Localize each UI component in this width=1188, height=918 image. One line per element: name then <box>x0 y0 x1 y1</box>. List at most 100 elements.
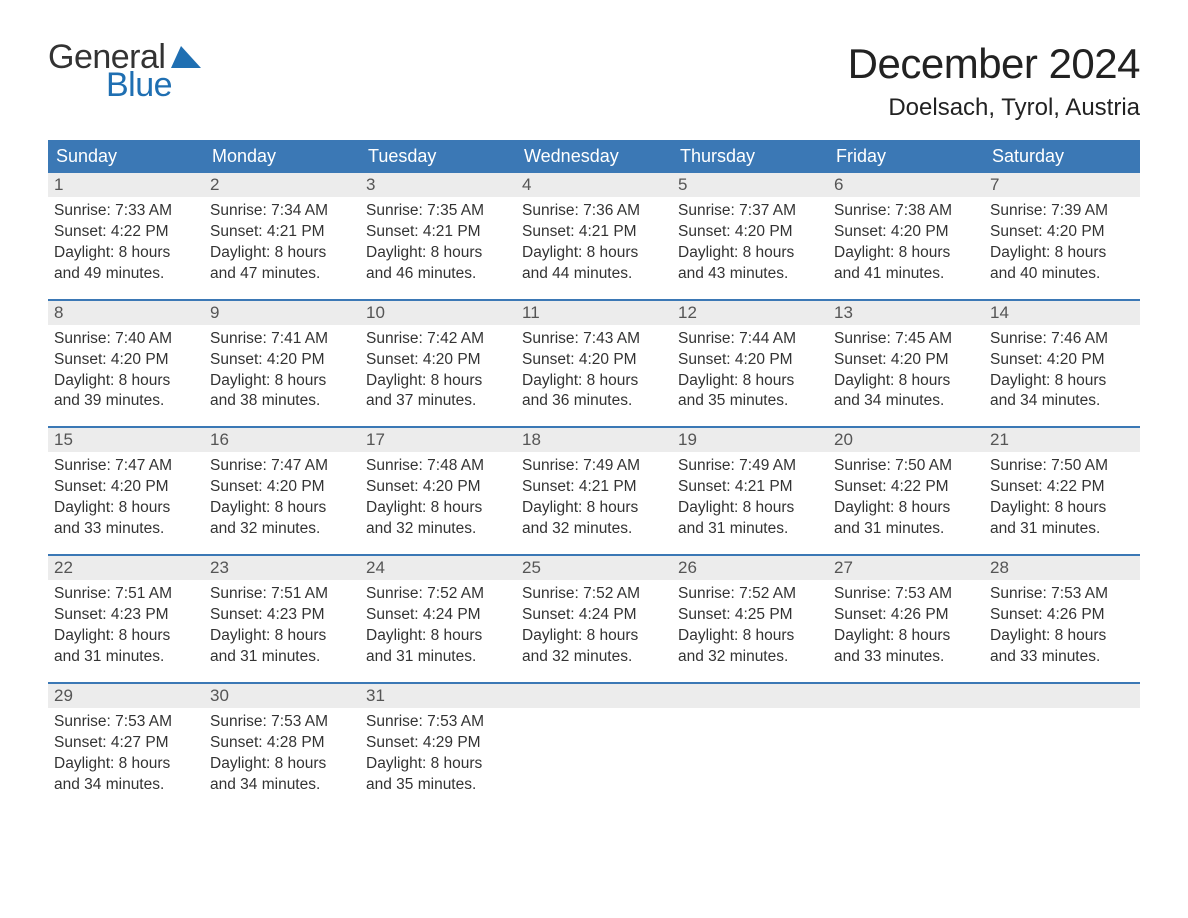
day-number: 27 <box>828 556 984 580</box>
day-sunrise: Sunrise: 7:47 AM <box>54 456 198 477</box>
day-cell: 2Sunrise: 7:34 AMSunset: 4:21 PMDaylight… <box>204 173 360 285</box>
day-cell: 1Sunrise: 7:33 AMSunset: 4:22 PMDaylight… <box>48 173 204 285</box>
day-sunset: Sunset: 4:27 PM <box>54 733 198 754</box>
day-sunset: Sunset: 4:21 PM <box>522 222 666 243</box>
day-day1: Daylight: 8 hours <box>834 626 978 647</box>
day-body: Sunrise: 7:35 AMSunset: 4:21 PMDaylight:… <box>360 197 516 285</box>
day-day1: Daylight: 8 hours <box>210 626 354 647</box>
day-cell: 15Sunrise: 7:47 AMSunset: 4:20 PMDayligh… <box>48 428 204 540</box>
day-number: 22 <box>48 556 204 580</box>
day-sunset: Sunset: 4:21 PM <box>522 477 666 498</box>
day-number: 17 <box>360 428 516 452</box>
day-sunrise: Sunrise: 7:52 AM <box>678 584 822 605</box>
day-sunrise: Sunrise: 7:33 AM <box>54 201 198 222</box>
day-day2: and 31 minutes. <box>834 519 978 540</box>
day-number: 3 <box>360 173 516 197</box>
day-day1: Daylight: 8 hours <box>990 626 1134 647</box>
day-sunrise: Sunrise: 7:46 AM <box>990 329 1134 350</box>
empty-day-number <box>516 684 672 708</box>
day-cell <box>984 684 1140 796</box>
day-sunrise: Sunrise: 7:42 AM <box>366 329 510 350</box>
day-sunset: Sunset: 4:29 PM <box>366 733 510 754</box>
day-cell: 29Sunrise: 7:53 AMSunset: 4:27 PMDayligh… <box>48 684 204 796</box>
day-body: Sunrise: 7:33 AMSunset: 4:22 PMDaylight:… <box>48 197 204 285</box>
day-cell <box>828 684 984 796</box>
day-sunrise: Sunrise: 7:53 AM <box>210 712 354 733</box>
day-day2: and 34 minutes. <box>990 391 1134 412</box>
day-body: Sunrise: 7:38 AMSunset: 4:20 PMDaylight:… <box>828 197 984 285</box>
day-day1: Daylight: 8 hours <box>678 243 822 264</box>
day-sunrise: Sunrise: 7:53 AM <box>834 584 978 605</box>
day-sunset: Sunset: 4:22 PM <box>54 222 198 243</box>
weekday-header: Thursday <box>672 140 828 173</box>
day-day1: Daylight: 8 hours <box>366 626 510 647</box>
day-number: 8 <box>48 301 204 325</box>
day-number: 1 <box>48 173 204 197</box>
day-cell: 30Sunrise: 7:53 AMSunset: 4:28 PMDayligh… <box>204 684 360 796</box>
day-cell: 11Sunrise: 7:43 AMSunset: 4:20 PMDayligh… <box>516 301 672 413</box>
day-cell: 21Sunrise: 7:50 AMSunset: 4:22 PMDayligh… <box>984 428 1140 540</box>
week-row: 29Sunrise: 7:53 AMSunset: 4:27 PMDayligh… <box>48 682 1140 796</box>
day-day2: and 47 minutes. <box>210 264 354 285</box>
day-sunrise: Sunrise: 7:40 AM <box>54 329 198 350</box>
day-body: Sunrise: 7:47 AMSunset: 4:20 PMDaylight:… <box>204 452 360 540</box>
day-sunset: Sunset: 4:20 PM <box>834 222 978 243</box>
day-sunrise: Sunrise: 7:38 AM <box>834 201 978 222</box>
day-body: Sunrise: 7:41 AMSunset: 4:20 PMDaylight:… <box>204 325 360 413</box>
day-number: 12 <box>672 301 828 325</box>
day-sunset: Sunset: 4:20 PM <box>678 350 822 371</box>
week-row: 15Sunrise: 7:47 AMSunset: 4:20 PMDayligh… <box>48 426 1140 540</box>
day-sunrise: Sunrise: 7:36 AM <box>522 201 666 222</box>
day-sunrise: Sunrise: 7:51 AM <box>54 584 198 605</box>
day-cell: 19Sunrise: 7:49 AMSunset: 4:21 PMDayligh… <box>672 428 828 540</box>
day-number: 14 <box>984 301 1140 325</box>
day-day2: and 44 minutes. <box>522 264 666 285</box>
day-day2: and 41 minutes. <box>834 264 978 285</box>
day-sunset: Sunset: 4:24 PM <box>366 605 510 626</box>
day-day2: and 32 minutes. <box>522 647 666 668</box>
day-sunrise: Sunrise: 7:47 AM <box>210 456 354 477</box>
day-sunrise: Sunrise: 7:53 AM <box>54 712 198 733</box>
day-cell: 12Sunrise: 7:44 AMSunset: 4:20 PMDayligh… <box>672 301 828 413</box>
day-body: Sunrise: 7:44 AMSunset: 4:20 PMDaylight:… <box>672 325 828 413</box>
day-day2: and 35 minutes. <box>366 775 510 796</box>
day-body: Sunrise: 7:36 AMSunset: 4:21 PMDaylight:… <box>516 197 672 285</box>
day-sunset: Sunset: 4:24 PM <box>522 605 666 626</box>
day-body: Sunrise: 7:53 AMSunset: 4:28 PMDaylight:… <box>204 708 360 796</box>
day-body: Sunrise: 7:50 AMSunset: 4:22 PMDaylight:… <box>984 452 1140 540</box>
day-sunset: Sunset: 4:21 PM <box>678 477 822 498</box>
day-day1: Daylight: 8 hours <box>210 371 354 392</box>
day-number: 7 <box>984 173 1140 197</box>
day-cell: 26 Sunrise: 7:52 AMSunset: 4:25 PMDayligh… <box>672 556 828 668</box>
day-cell: 20Sunrise: 7:50 AMSunset: 4:22 PMDayligh… <box>828 428 984 540</box>
day-body: Sunrise: 7:51 AMSunset: 4:23 PMDaylight:… <box>48 580 204 668</box>
day-sunrise: Sunrise: 7:49 AM <box>522 456 666 477</box>
day-day1: Daylight: 8 hours <box>522 371 666 392</box>
day-sunset: Sunset: 4:26 PM <box>834 605 978 626</box>
day-day1: Daylight: 8 hours <box>210 243 354 264</box>
day-cell: 27 Sunrise: 7:53 AMSunset: 4:26 PMDayligh… <box>828 556 984 668</box>
day-cell: 22Sunrise: 7:51 AMSunset: 4:23 PMDayligh… <box>48 556 204 668</box>
day-day1: Daylight: 8 hours <box>522 498 666 519</box>
day-sunset: Sunset: 4:25 PM <box>678 605 822 626</box>
day-day2: and 43 minutes. <box>678 264 822 285</box>
day-cell: 24Sunrise: 7:52 AMSunset: 4:24 PMDayligh… <box>360 556 516 668</box>
day-sunset: Sunset: 4:20 PM <box>678 222 822 243</box>
day-body: Sunrise: 7:39 AMSunset: 4:20 PMDaylight:… <box>984 197 1140 285</box>
day-number: 26 <box>672 556 828 580</box>
day-cell: 3Sunrise: 7:35 AMSunset: 4:21 PMDaylight… <box>360 173 516 285</box>
title-block: December 2024 Doelsach, Tyrol, Austria <box>848 40 1140 122</box>
day-cell: 14Sunrise: 7:46 AMSunset: 4:20 PMDayligh… <box>984 301 1140 413</box>
day-sunrise: Sunrise: 7:52 AM <box>366 584 510 605</box>
calendar-page: General Blue December 2024 Doelsach, Tyr… <box>0 0 1188 918</box>
day-day1: Daylight: 8 hours <box>522 243 666 264</box>
day-day2: and 49 minutes. <box>54 264 198 285</box>
day-body: Sunrise: 7:43 AMSunset: 4:20 PMDaylight:… <box>516 325 672 413</box>
day-day1: Daylight: 8 hours <box>210 498 354 519</box>
day-day1: Daylight: 8 hours <box>678 626 822 647</box>
day-day2: and 40 minutes. <box>990 264 1134 285</box>
day-day2: and 32 minutes. <box>522 519 666 540</box>
day-day2: and 34 minutes. <box>834 391 978 412</box>
day-sunset: Sunset: 4:28 PM <box>210 733 354 754</box>
day-sunset: Sunset: 4:20 PM <box>54 350 198 371</box>
